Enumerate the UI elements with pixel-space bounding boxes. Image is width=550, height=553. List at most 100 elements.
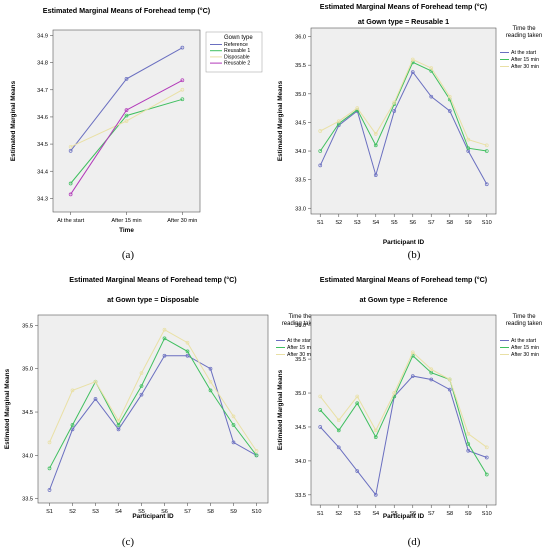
data-point [447, 94, 452, 99]
series-line-2 [70, 98, 183, 184]
y-tick-label: 35.5 [22, 323, 33, 329]
data-point [373, 492, 378, 497]
data-point [68, 192, 73, 197]
data-point [93, 379, 98, 384]
y-tick-label: 33.5 [22, 497, 33, 503]
data-point [68, 149, 73, 153]
legend-title: reading taken [506, 33, 542, 39]
data-point [336, 121, 341, 126]
data-point [180, 87, 185, 92]
chart-title: Estimated Marginal Means of Forehead tem… [69, 275, 237, 284]
y-tick-label: 34.9 [37, 33, 48, 39]
y-axis-label: Estimated Marginal Means [10, 80, 17, 161]
data-point [139, 384, 144, 388]
chart-panel-4: Estimated Marginal Means of Forehead tem… [277, 275, 542, 548]
data-point [410, 350, 415, 355]
chart-subtitle: at Gown type = Disposable [107, 295, 199, 304]
data-point [392, 100, 397, 105]
x-tick-label: S2 [69, 509, 76, 515]
x-tick-label: S9 [230, 509, 237, 515]
y-tick-label: 34.6 [37, 115, 48, 121]
legend-label: Disposable [224, 54, 250, 60]
data-point [116, 427, 121, 432]
legend-label: After 30 min [511, 352, 539, 358]
data-point [336, 445, 341, 450]
data-point [180, 78, 185, 83]
y-tick-label: 34.0 [295, 459, 306, 465]
data-point [429, 367, 434, 372]
panel-caption: (b) [408, 249, 421, 261]
data-point [231, 440, 236, 445]
panel-caption: (c) [122, 536, 135, 548]
chart-title: Estimated Marginal Means of Forehead tem… [320, 275, 488, 284]
panel-caption: (d) [408, 536, 421, 548]
data-point [180, 97, 185, 102]
x-tick-label: S3 [354, 511, 361, 517]
x-axis-label: Time [119, 227, 134, 234]
y-axis-label: Estimated Marginal Means [277, 80, 284, 161]
data-point [180, 45, 185, 50]
data-point [355, 469, 360, 473]
legend-title: Gown type [224, 35, 253, 41]
x-tick-label: S2 [335, 220, 342, 226]
data-point [70, 427, 75, 432]
x-tick-label: S6 [409, 220, 416, 226]
data-point [484, 455, 489, 460]
data-point [373, 173, 378, 177]
data-point [70, 423, 75, 427]
data-point [355, 394, 360, 399]
chart-subtitle: at Gown type = Reference [359, 295, 447, 304]
data-point [208, 366, 213, 371]
y-tick-label: 34.5 [22, 410, 33, 416]
data-point [447, 109, 452, 113]
data-point [447, 377, 452, 382]
chart-title: Estimated Marginal Means of Forehead tem… [320, 2, 488, 11]
data-point [410, 374, 415, 378]
legend-label: After 15 min [511, 345, 539, 351]
data-point [47, 466, 52, 471]
data-point [185, 340, 190, 345]
data-point [185, 349, 190, 354]
y-tick-label: 33.5 [295, 493, 306, 499]
x-tick-label: After 15 min [111, 218, 141, 224]
data-point [318, 129, 323, 133]
data-point [373, 428, 378, 433]
x-tick-label: S5 [138, 509, 145, 515]
data-point [355, 401, 360, 406]
x-tick-label: S7 [428, 511, 435, 517]
series-line-1 [49, 355, 257, 491]
chart-panel-2: Estimated Marginal Means of Forehead tem… [277, 2, 542, 261]
series-line-3 [70, 89, 183, 148]
data-point [116, 418, 121, 423]
data-point [410, 57, 415, 62]
data-point [355, 106, 360, 110]
y-tick-label: 33.0 [295, 206, 306, 212]
plot-area [37, 314, 269, 504]
x-tick-label: S4 [372, 220, 379, 226]
data-point [68, 144, 73, 149]
data-point [429, 377, 434, 382]
series-line-2 [319, 61, 487, 152]
data-point [208, 379, 213, 384]
data-point [68, 181, 73, 186]
x-tick-label: S8 [207, 509, 214, 515]
series-line-2 [319, 354, 488, 475]
data-point [70, 388, 75, 393]
data-point [318, 163, 323, 168]
data-point [484, 182, 489, 187]
x-tick-label: S4 [372, 511, 379, 517]
x-tick-label: S3 [92, 509, 99, 515]
x-tick-label: S9 [465, 511, 472, 517]
x-tick-label: S6 [161, 509, 168, 515]
data-point [429, 66, 434, 70]
data-point [373, 132, 378, 136]
legend-label: After 30 min [287, 352, 315, 358]
data-point [139, 392, 144, 397]
data-point [318, 425, 323, 429]
chart-panel-1: Estimated Marginal Means of Forehead tem… [10, 6, 263, 261]
panel-caption: (a) [122, 249, 135, 261]
x-tick-label: S1 [317, 511, 324, 517]
